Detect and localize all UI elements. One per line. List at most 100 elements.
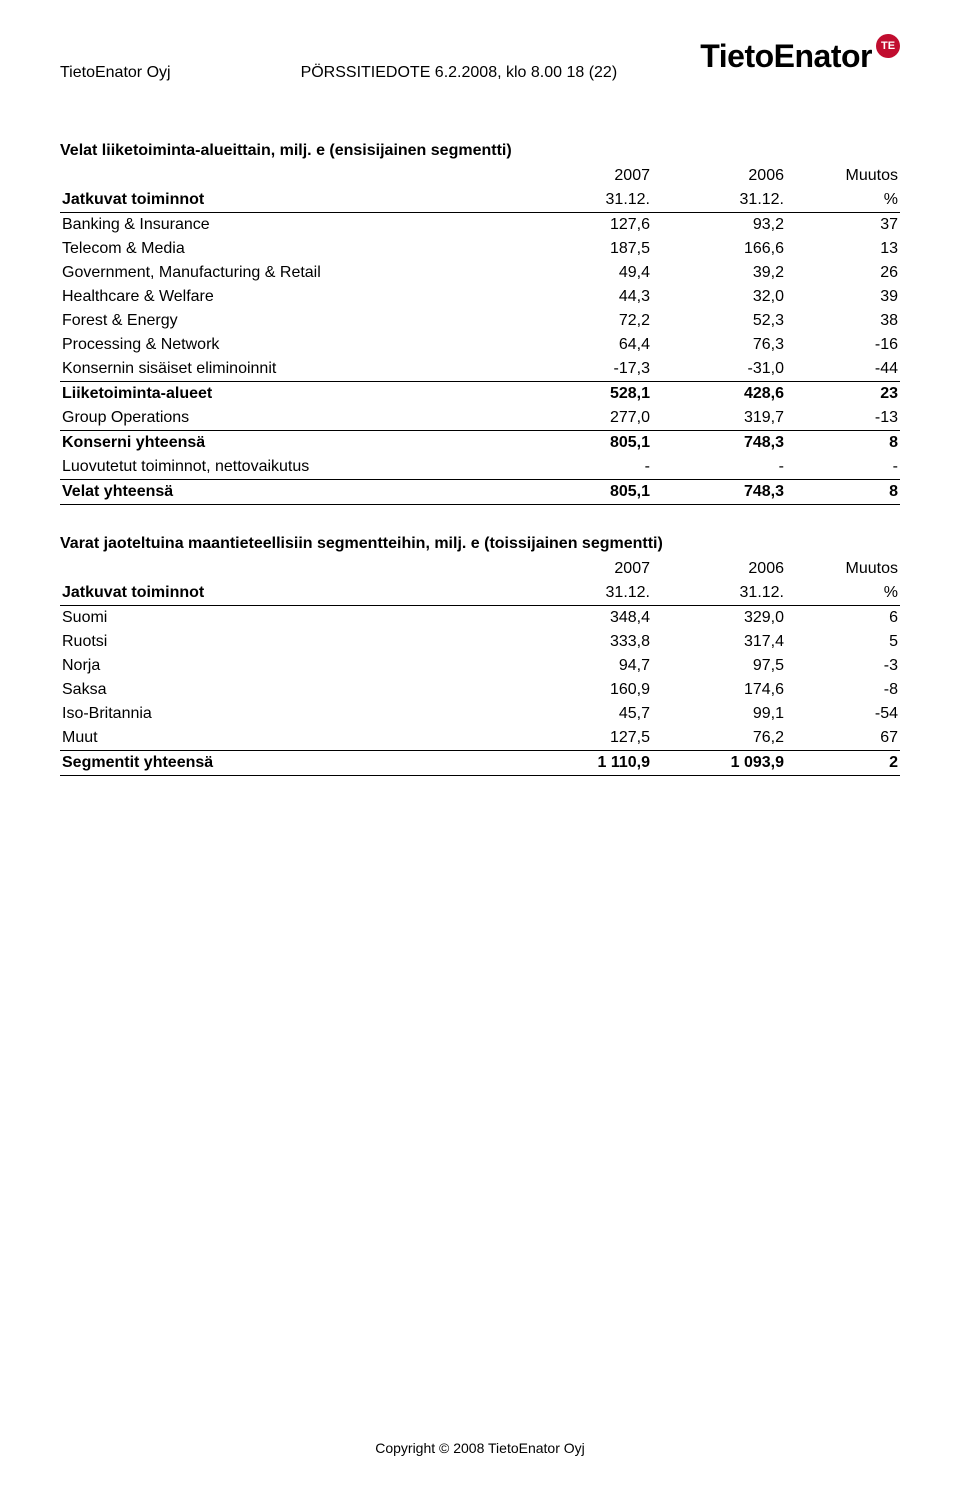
cell-value: 333,8: [528, 630, 652, 654]
table-row: Suomi348,4329,06: [60, 606, 900, 631]
cell-value: 428,6: [652, 382, 786, 407]
col-header: Muutos: [786, 164, 900, 188]
cell-value: 97,5: [652, 654, 786, 678]
row-label: Ruotsi: [60, 630, 528, 654]
table-row: Group Operations277,0319,7-13: [60, 406, 900, 431]
row-label: Velat yhteensä: [60, 480, 528, 505]
row-label: Healthcare & Welfare: [60, 285, 528, 309]
cell-value: 44,3: [528, 285, 652, 309]
cell-value: -8: [786, 678, 900, 702]
sub-header: %: [786, 581, 900, 606]
cell-value: 748,3: [652, 431, 786, 456]
cell-value: 160,9: [528, 678, 652, 702]
empty-cell: [60, 164, 528, 188]
col-header: Muutos: [786, 557, 900, 581]
row-label: Konsernin sisäiset eliminoinnit: [60, 357, 528, 382]
cell-value: -13: [786, 406, 900, 431]
page: TietoEnator Oyj PÖRSSITIEDOTE 6.2.2008, …: [0, 0, 960, 1486]
cell-value: 52,3: [652, 309, 786, 333]
cell-value: 99,1: [652, 702, 786, 726]
row-label: Iso-Britannia: [60, 702, 528, 726]
cell-value: 64,4: [528, 333, 652, 357]
row-label: Group Operations: [60, 406, 528, 431]
row-label: Jatkuvat toiminnot: [60, 188, 528, 213]
table-row: Government, Manufacturing & Retail49,439…: [60, 261, 900, 285]
sub-header: 31.12.: [528, 188, 652, 213]
table-row: Banking & Insurance127,693,237: [60, 213, 900, 238]
header-left: TietoEnator Oyj PÖRSSITIEDOTE 6.2.2008, …: [60, 40, 617, 82]
col-header: 2006: [652, 557, 786, 581]
cell-value: -: [652, 455, 786, 480]
cell-value: 805,1: [528, 480, 652, 505]
empty-cell: [60, 557, 528, 581]
page-header: TietoEnator Oyj PÖRSSITIEDOTE 6.2.2008, …: [60, 40, 900, 82]
table1-header-row1: 2007 2006 Muutos: [60, 164, 900, 188]
cell-value: 72,2: [528, 309, 652, 333]
table-row: Liiketoiminta-alueet528,1428,623: [60, 382, 900, 407]
table2-header-row1: 2007 2006 Muutos: [60, 557, 900, 581]
table-row: Velat yhteensä805,1748,38: [60, 480, 900, 505]
cell-value: 187,5: [528, 237, 652, 261]
col-header: 2007: [528, 557, 652, 581]
cell-value: 2: [786, 751, 900, 776]
row-label: Norja: [60, 654, 528, 678]
table-row: Telecom & Media187,5166,613: [60, 237, 900, 261]
cell-value: -17,3: [528, 357, 652, 382]
table2: 2007 2006 Muutos Jatkuvat toiminnot 31.1…: [60, 557, 900, 776]
row-label: Saksa: [60, 678, 528, 702]
cell-value: 45,7: [528, 702, 652, 726]
table-row: Healthcare & Welfare44,332,039: [60, 285, 900, 309]
table1: 2007 2006 Muutos Jatkuvat toiminnot 31.1…: [60, 164, 900, 505]
table-row: Iso-Britannia45,799,1-54: [60, 702, 900, 726]
cell-value: -16: [786, 333, 900, 357]
cell-value: 94,7: [528, 654, 652, 678]
sub-header: 31.12.: [652, 581, 786, 606]
table-row: Processing & Network64,476,3-16: [60, 333, 900, 357]
cell-value: -3: [786, 654, 900, 678]
table-row: Luovutetut toiminnot, nettovaikutus---: [60, 455, 900, 480]
row-label: Muut: [60, 726, 528, 751]
logo: TietoEnator TE: [700, 40, 900, 72]
row-label: Liiketoiminta-alueet: [60, 382, 528, 407]
document-meta: PÖRSSITIEDOTE 6.2.2008, klo 8.00 18 (22): [301, 64, 618, 82]
cell-value: 39: [786, 285, 900, 309]
cell-value: 39,2: [652, 261, 786, 285]
cell-value: 1 093,9: [652, 751, 786, 776]
row-label: Suomi: [60, 606, 528, 631]
cell-value: 1 110,9: [528, 751, 652, 776]
cell-value: 6: [786, 606, 900, 631]
row-label: Telecom & Media: [60, 237, 528, 261]
table-row: Norja94,797,5-3: [60, 654, 900, 678]
cell-value: 127,5: [528, 726, 652, 751]
cell-value: 8: [786, 480, 900, 505]
cell-value: -44: [786, 357, 900, 382]
cell-value: 8: [786, 431, 900, 456]
cell-value: 76,2: [652, 726, 786, 751]
table-row: Saksa160,9174,6-8: [60, 678, 900, 702]
copyright-footer: Copyright © 2008 TietoEnator Oyj: [0, 1440, 960, 1456]
row-label: Konserni yhteensä: [60, 431, 528, 456]
cell-value: 528,1: [528, 382, 652, 407]
sub-header: 31.12.: [528, 581, 652, 606]
cell-value: 23: [786, 382, 900, 407]
cell-value: 174,6: [652, 678, 786, 702]
company-name: TietoEnator Oyj: [60, 64, 171, 82]
cell-value: 319,7: [652, 406, 786, 431]
table2-header-row2: Jatkuvat toiminnot 31.12. 31.12. %: [60, 581, 900, 606]
cell-value: 317,4: [652, 630, 786, 654]
cell-value: 37: [786, 213, 900, 238]
cell-value: 166,6: [652, 237, 786, 261]
cell-value: 329,0: [652, 606, 786, 631]
table1-title: Velat liiketoiminta-alueittain, milj. e …: [60, 142, 900, 160]
cell-value: -54: [786, 702, 900, 726]
row-label: Banking & Insurance: [60, 213, 528, 238]
cell-value: 76,3: [652, 333, 786, 357]
table-row: Segmentit yhteensä1 110,91 093,92: [60, 751, 900, 776]
cell-value: -: [528, 455, 652, 480]
row-label: Government, Manufacturing & Retail: [60, 261, 528, 285]
cell-value: -: [786, 455, 900, 480]
table-row: Muut127,576,267: [60, 726, 900, 751]
logo-text: TietoEnator: [700, 40, 872, 72]
sub-header: %: [786, 188, 900, 213]
cell-value: 127,6: [528, 213, 652, 238]
